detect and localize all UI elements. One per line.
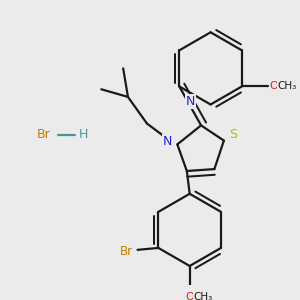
Text: O: O bbox=[270, 81, 278, 92]
Text: H: H bbox=[79, 128, 88, 141]
Text: S: S bbox=[230, 128, 237, 141]
Text: Br: Br bbox=[120, 245, 133, 258]
Text: N: N bbox=[163, 135, 172, 148]
Text: CH₃: CH₃ bbox=[278, 81, 297, 92]
Text: Br: Br bbox=[37, 128, 50, 141]
Text: CH₃: CH₃ bbox=[194, 292, 213, 300]
Text: N: N bbox=[185, 95, 195, 108]
Text: O: O bbox=[185, 292, 194, 300]
